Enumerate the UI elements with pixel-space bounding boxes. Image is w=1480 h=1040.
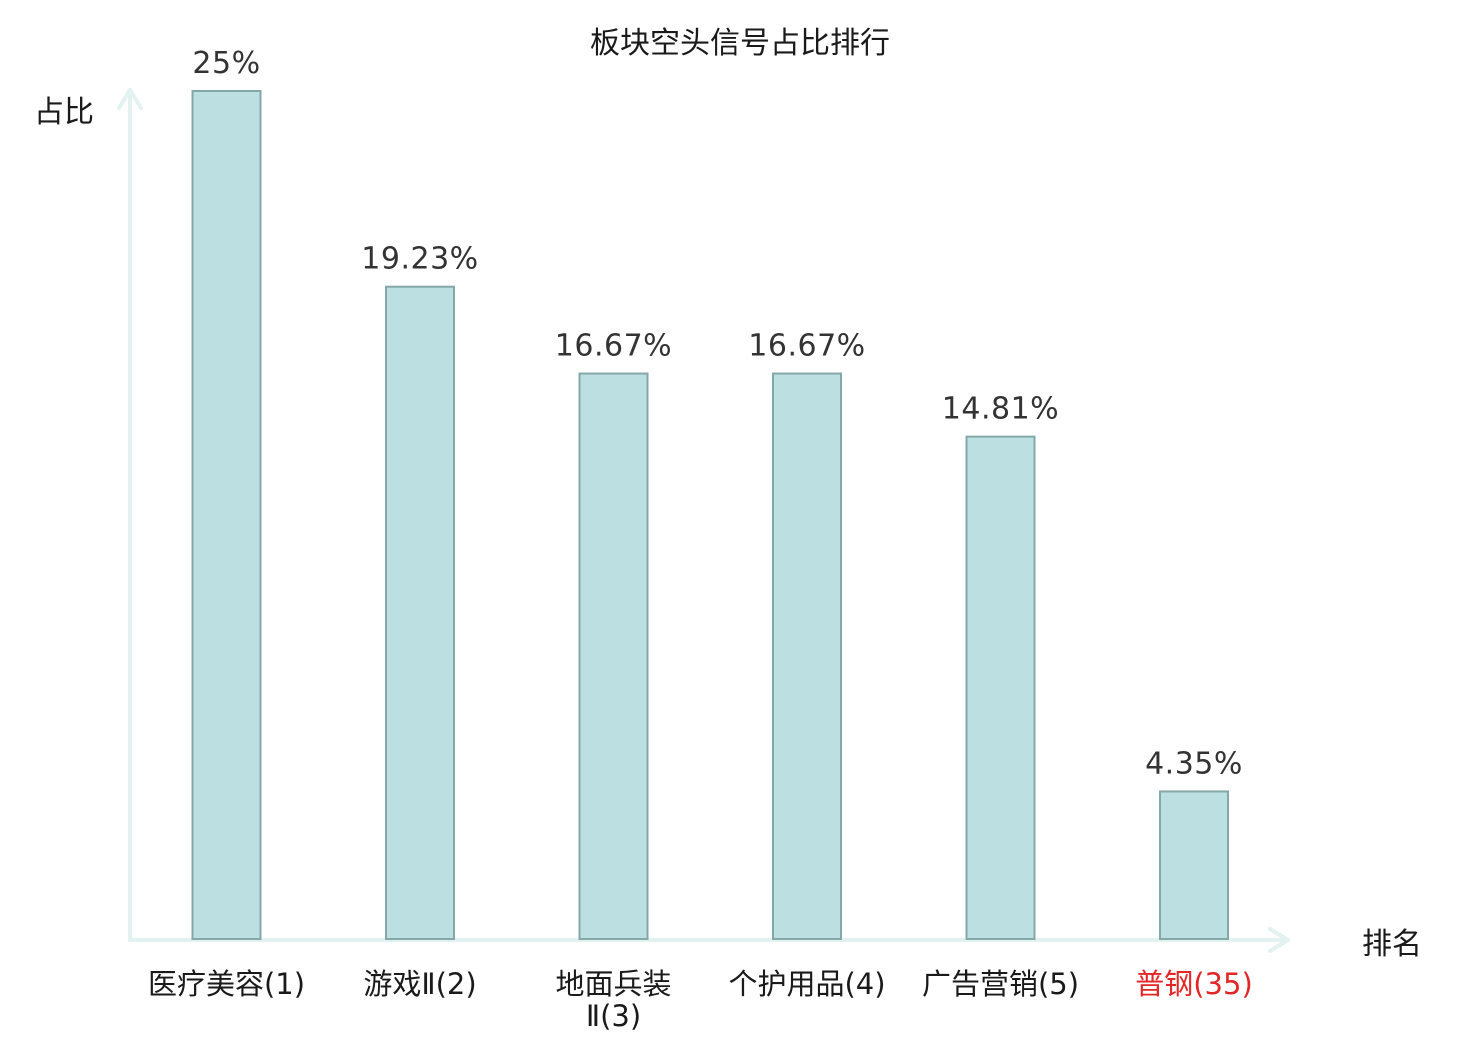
- value-label-4: 16.67%: [748, 329, 865, 364]
- y-axis: [117, 88, 143, 942]
- value-label-6: 4.35%: [1145, 746, 1243, 781]
- category-label-3-line-1: 地面兵装: [555, 967, 671, 1001]
- y-axis-label: 占比: [34, 95, 94, 130]
- value-label-5: 14.81%: [942, 392, 1059, 427]
- bar-4: [772, 372, 842, 940]
- x-axis-label: 排名: [1362, 927, 1422, 962]
- value-labels-group: 25% 19.23% 16.67% 16.67% 14.81% 4.35%: [192, 46, 1243, 781]
- bar-5: [965, 435, 1036, 940]
- x-axis: [128, 927, 1290, 953]
- chart-title: 板块空头信号占比排行: [590, 26, 890, 61]
- category-label-6: 普钢(35): [1135, 967, 1253, 1001]
- category-label-2: 游戏Ⅱ(2): [363, 967, 476, 1001]
- category-label-4: 个护用品(4): [728, 967, 885, 1001]
- value-label-2: 19.23%: [361, 242, 478, 277]
- category-label-5: 广告营销(5): [922, 967, 1079, 1001]
- bar-3: [578, 372, 649, 940]
- category-label-1: 医疗美容(1): [148, 967, 305, 1001]
- value-label-3: 16.67%: [555, 329, 672, 364]
- value-label-1: 25%: [192, 46, 260, 81]
- bar-2: [385, 285, 455, 941]
- bar-1: [191, 90, 262, 940]
- category-label-3-line-2: Ⅱ(3): [586, 999, 641, 1033]
- bar-6: [1159, 790, 1229, 940]
- bars-group: [191, 90, 1229, 941]
